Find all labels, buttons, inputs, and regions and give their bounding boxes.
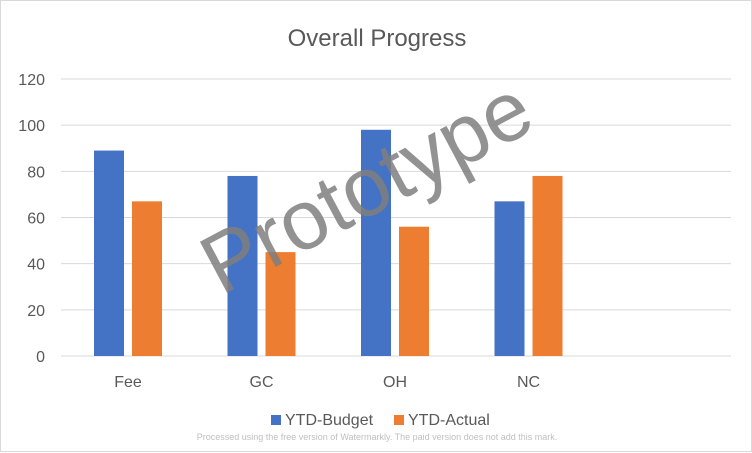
bar-ytd-budget-oh: [361, 129, 391, 356]
legend-label: YTD-Actual: [408, 412, 490, 429]
y-tick-label: 80: [27, 164, 45, 181]
x-tick-label: Fee: [114, 374, 142, 391]
legend: YTD-Budget YTD-Actual: [271, 412, 490, 429]
legend-label: YTD-Budget: [285, 412, 374, 429]
y-tick-label: 40: [27, 257, 45, 274]
bars: [94, 129, 563, 356]
footer-note: Processed using the free version of Wate…: [197, 432, 558, 442]
bar-ytd-actual-gc: [265, 252, 296, 356]
legend-swatch: [394, 415, 404, 425]
legend-swatch: [271, 415, 281, 425]
x-tick-label: GC: [250, 374, 274, 391]
bar-ytd-budget-gc: [227, 175, 258, 356]
y-tick-label: 20: [27, 303, 45, 320]
gridlines: [61, 78, 731, 357]
y-axis: 0 20 40 60 80 100 120: [18, 72, 45, 366]
y-tick-label: 100: [18, 118, 45, 135]
x-tick-label: OH: [383, 374, 407, 391]
bar-ytd-budget-fee: [94, 150, 124, 356]
y-tick-label: 120: [18, 72, 45, 89]
bar-ytd-actual-nc: [532, 175, 563, 356]
bar-ytd-budget-nc: [494, 201, 525, 356]
y-tick-label: 0: [36, 349, 45, 366]
bar-ytd-actual-fee: [132, 201, 162, 356]
chart-title: Overall Progress: [288, 25, 467, 52]
bar-ytd-actual-oh: [399, 226, 429, 356]
x-tick-label: NC: [517, 374, 540, 391]
y-tick-label: 60: [27, 211, 45, 228]
x-axis: Fee GC OH NC: [114, 374, 540, 391]
